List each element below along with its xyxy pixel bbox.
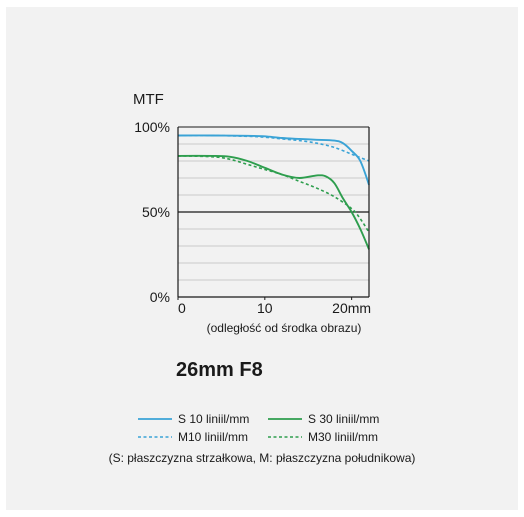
legend-label: S 30 liniil/mm (308, 412, 379, 426)
y-tick-label: 0% (150, 289, 170, 305)
y-tick-label: 50% (142, 204, 170, 220)
x-tick-label: 0 (178, 300, 186, 316)
series-line-4 (177, 155, 370, 233)
chart-title: 26mm F8 (176, 359, 263, 381)
axes: 0 10 20mm 100% 50% 0% (134, 119, 371, 316)
series-line-2 (177, 134, 370, 162)
legend-label: M30 liniil/mm (308, 430, 378, 444)
x-tick-label: 10 (257, 300, 273, 316)
y-axis-label: MTF (133, 91, 164, 108)
chart-panel (6, 7, 518, 510)
legend: S 10 liniil/mm S 30 liniil/mm M10 liniil/m… (138, 412, 379, 444)
legend-note: (S: płaszczyzna strzałkowa, M: płaszczyz… (109, 451, 416, 465)
y-tick-label: 100% (134, 119, 170, 135)
x-tick-label: 20mm (332, 300, 371, 316)
legend-label: S 10 liniil/mm (178, 412, 249, 426)
series-line-3 (177, 154, 370, 250)
legend-label: M10 liniil/mm (178, 430, 248, 444)
series-lines (177, 134, 370, 250)
grid-lines (178, 126, 369, 281)
x-axis-label: (odległość od środka obrazu) (207, 321, 362, 335)
series-line-1 (177, 134, 370, 186)
